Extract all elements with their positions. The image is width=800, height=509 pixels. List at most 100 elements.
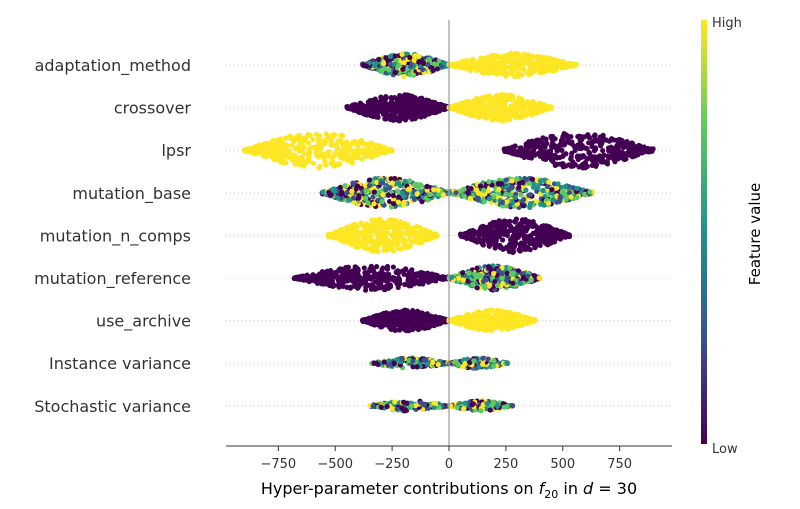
swarm-point	[512, 231, 518, 237]
swarm-point	[351, 232, 357, 238]
swarm-point	[454, 105, 460, 112]
swarm-point	[412, 95, 418, 101]
swarm-point	[371, 201, 377, 207]
swarm-point	[350, 139, 356, 145]
swarm-point	[364, 274, 371, 280]
swarm-point	[360, 229, 366, 235]
swarm-point	[576, 164, 582, 170]
swarm-point	[320, 271, 326, 278]
swarm-point	[527, 192, 533, 198]
swarm-point	[466, 233, 472, 239]
swarm-point	[634, 151, 640, 157]
swarm-point	[255, 147, 261, 154]
swarm-point	[548, 68, 554, 74]
swarm-point	[588, 152, 594, 159]
swarm-point	[425, 62, 431, 68]
swarm-point	[288, 136, 294, 142]
swarm-point	[384, 263, 391, 270]
swarm-point	[381, 61, 387, 67]
swarm-point	[332, 150, 339, 156]
swarm-point	[328, 140, 334, 147]
swarm-point	[387, 61, 394, 67]
swarm-point	[263, 140, 269, 147]
swarm-point	[530, 60, 536, 66]
swarm-point	[557, 147, 563, 153]
swarm-point	[419, 95, 425, 101]
swarm-point	[519, 179, 525, 186]
swarm-point	[564, 132, 570, 138]
swarm-point	[355, 271, 361, 277]
swarm-point	[547, 239, 553, 245]
swarm-point	[414, 190, 420, 197]
swarm-point	[501, 146, 507, 153]
swarm-point	[560, 136, 566, 142]
swarm-point	[503, 93, 510, 99]
swarm-point	[521, 196, 527, 203]
swarm-point	[535, 184, 541, 190]
swarm-point	[519, 61, 526, 67]
swarm-point	[339, 190, 345, 196]
swarm-point	[440, 106, 446, 112]
swarm-point	[608, 137, 614, 143]
swarm-point	[526, 144, 532, 151]
swarm-point	[517, 242, 523, 248]
swarm-point	[529, 53, 535, 59]
swarm-point	[519, 65, 526, 71]
swarm-point	[550, 227, 557, 233]
swarm-point	[562, 183, 568, 190]
swarm-point	[382, 95, 389, 101]
swarm-point	[491, 223, 498, 229]
swarm-point	[560, 142, 566, 148]
swarm-point	[423, 98, 430, 105]
swarm-point	[534, 62, 540, 69]
swarm-point	[281, 143, 288, 149]
swarm-point	[481, 187, 487, 193]
swarm-point	[411, 57, 417, 64]
swarm-point	[416, 59, 422, 65]
swarm-point	[556, 198, 562, 205]
swarm-point	[540, 187, 546, 194]
swarm-point	[360, 222, 366, 228]
swarm-point	[379, 239, 385, 246]
swarm-point	[586, 135, 593, 141]
swarm-point	[618, 139, 624, 145]
swarm-point	[524, 245, 531, 251]
swarm-point	[516, 184, 522, 190]
swarm-point	[378, 180, 384, 186]
swarm-point	[568, 194, 574, 200]
swarm-point	[369, 154, 375, 160]
swarm-point	[507, 223, 514, 229]
swarm-point	[560, 153, 566, 159]
swarm-point	[395, 270, 401, 276]
swarm-point	[471, 101, 477, 107]
swarm-point	[532, 110, 538, 116]
swarm-point	[511, 239, 518, 245]
swarm-point	[460, 59, 466, 65]
swarm-point	[302, 135, 308, 142]
swarm-point	[550, 235, 556, 241]
swarm-point	[514, 107, 520, 114]
swarm-point	[341, 274, 348, 281]
swarm-point	[503, 177, 509, 183]
swarm-point	[563, 196, 569, 202]
swarm-point	[340, 132, 346, 139]
swarm-point	[473, 67, 480, 74]
swarm-point	[539, 55, 546, 61]
swarm-point	[368, 239, 374, 246]
swarm-point	[543, 104, 549, 110]
swarm-point	[529, 176, 536, 182]
swarm-point	[365, 146, 371, 153]
swarm-point	[398, 225, 404, 231]
swarm-point	[299, 275, 306, 281]
swarm-point	[499, 224, 505, 230]
swarm-point	[376, 189, 382, 195]
swarm-point	[604, 159, 610, 165]
swarm-point	[513, 151, 520, 157]
swarm-point	[278, 159, 284, 165]
swarm-point	[307, 150, 313, 156]
swarm-point	[278, 138, 284, 145]
swarm-point	[538, 201, 544, 207]
swarm-point	[501, 231, 507, 237]
swarm-point	[325, 149, 332, 155]
swarm-point	[497, 103, 504, 109]
